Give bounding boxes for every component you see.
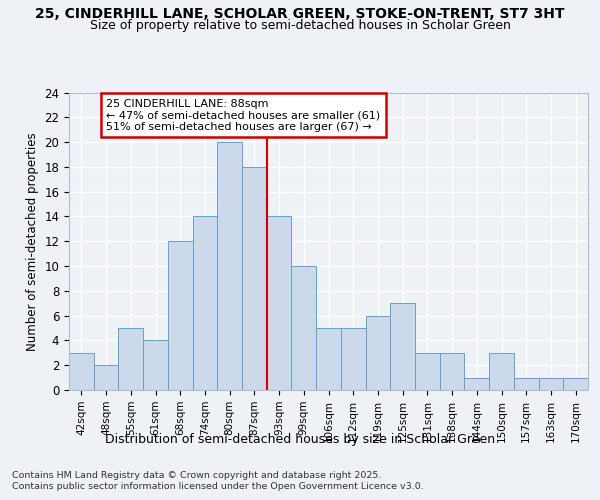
Bar [539, 378, 563, 390]
Bar [143, 340, 168, 390]
Bar [489, 353, 514, 390]
Text: Size of property relative to semi-detached houses in Scholar Green: Size of property relative to semi-detach… [89, 19, 511, 32]
Bar [365, 316, 390, 390]
Bar [118, 328, 143, 390]
Bar [242, 167, 267, 390]
Text: 25 CINDERHILL LANE: 88sqm
← 47% of semi-detached houses are smaller (61)
51% of : 25 CINDERHILL LANE: 88sqm ← 47% of semi-… [106, 98, 380, 132]
Bar [341, 328, 365, 390]
Text: Distribution of semi-detached houses by size in Scholar Green: Distribution of semi-detached houses by … [105, 432, 495, 446]
Bar [193, 216, 217, 390]
Bar [94, 365, 118, 390]
Y-axis label: Number of semi-detached properties: Number of semi-detached properties [26, 132, 39, 350]
Bar [440, 353, 464, 390]
Bar [69, 353, 94, 390]
Bar [316, 328, 341, 390]
Bar [292, 266, 316, 390]
Bar [168, 242, 193, 390]
Text: 25, CINDERHILL LANE, SCHOLAR GREEN, STOKE-ON-TRENT, ST7 3HT: 25, CINDERHILL LANE, SCHOLAR GREEN, STOK… [35, 8, 565, 22]
Bar [390, 303, 415, 390]
Text: Contains public sector information licensed under the Open Government Licence v3: Contains public sector information licen… [12, 482, 424, 491]
Bar [514, 378, 539, 390]
Text: Contains HM Land Registry data © Crown copyright and database right 2025.: Contains HM Land Registry data © Crown c… [12, 471, 382, 480]
Bar [464, 378, 489, 390]
Bar [563, 378, 588, 390]
Bar [217, 142, 242, 390]
Bar [267, 216, 292, 390]
Bar [415, 353, 440, 390]
